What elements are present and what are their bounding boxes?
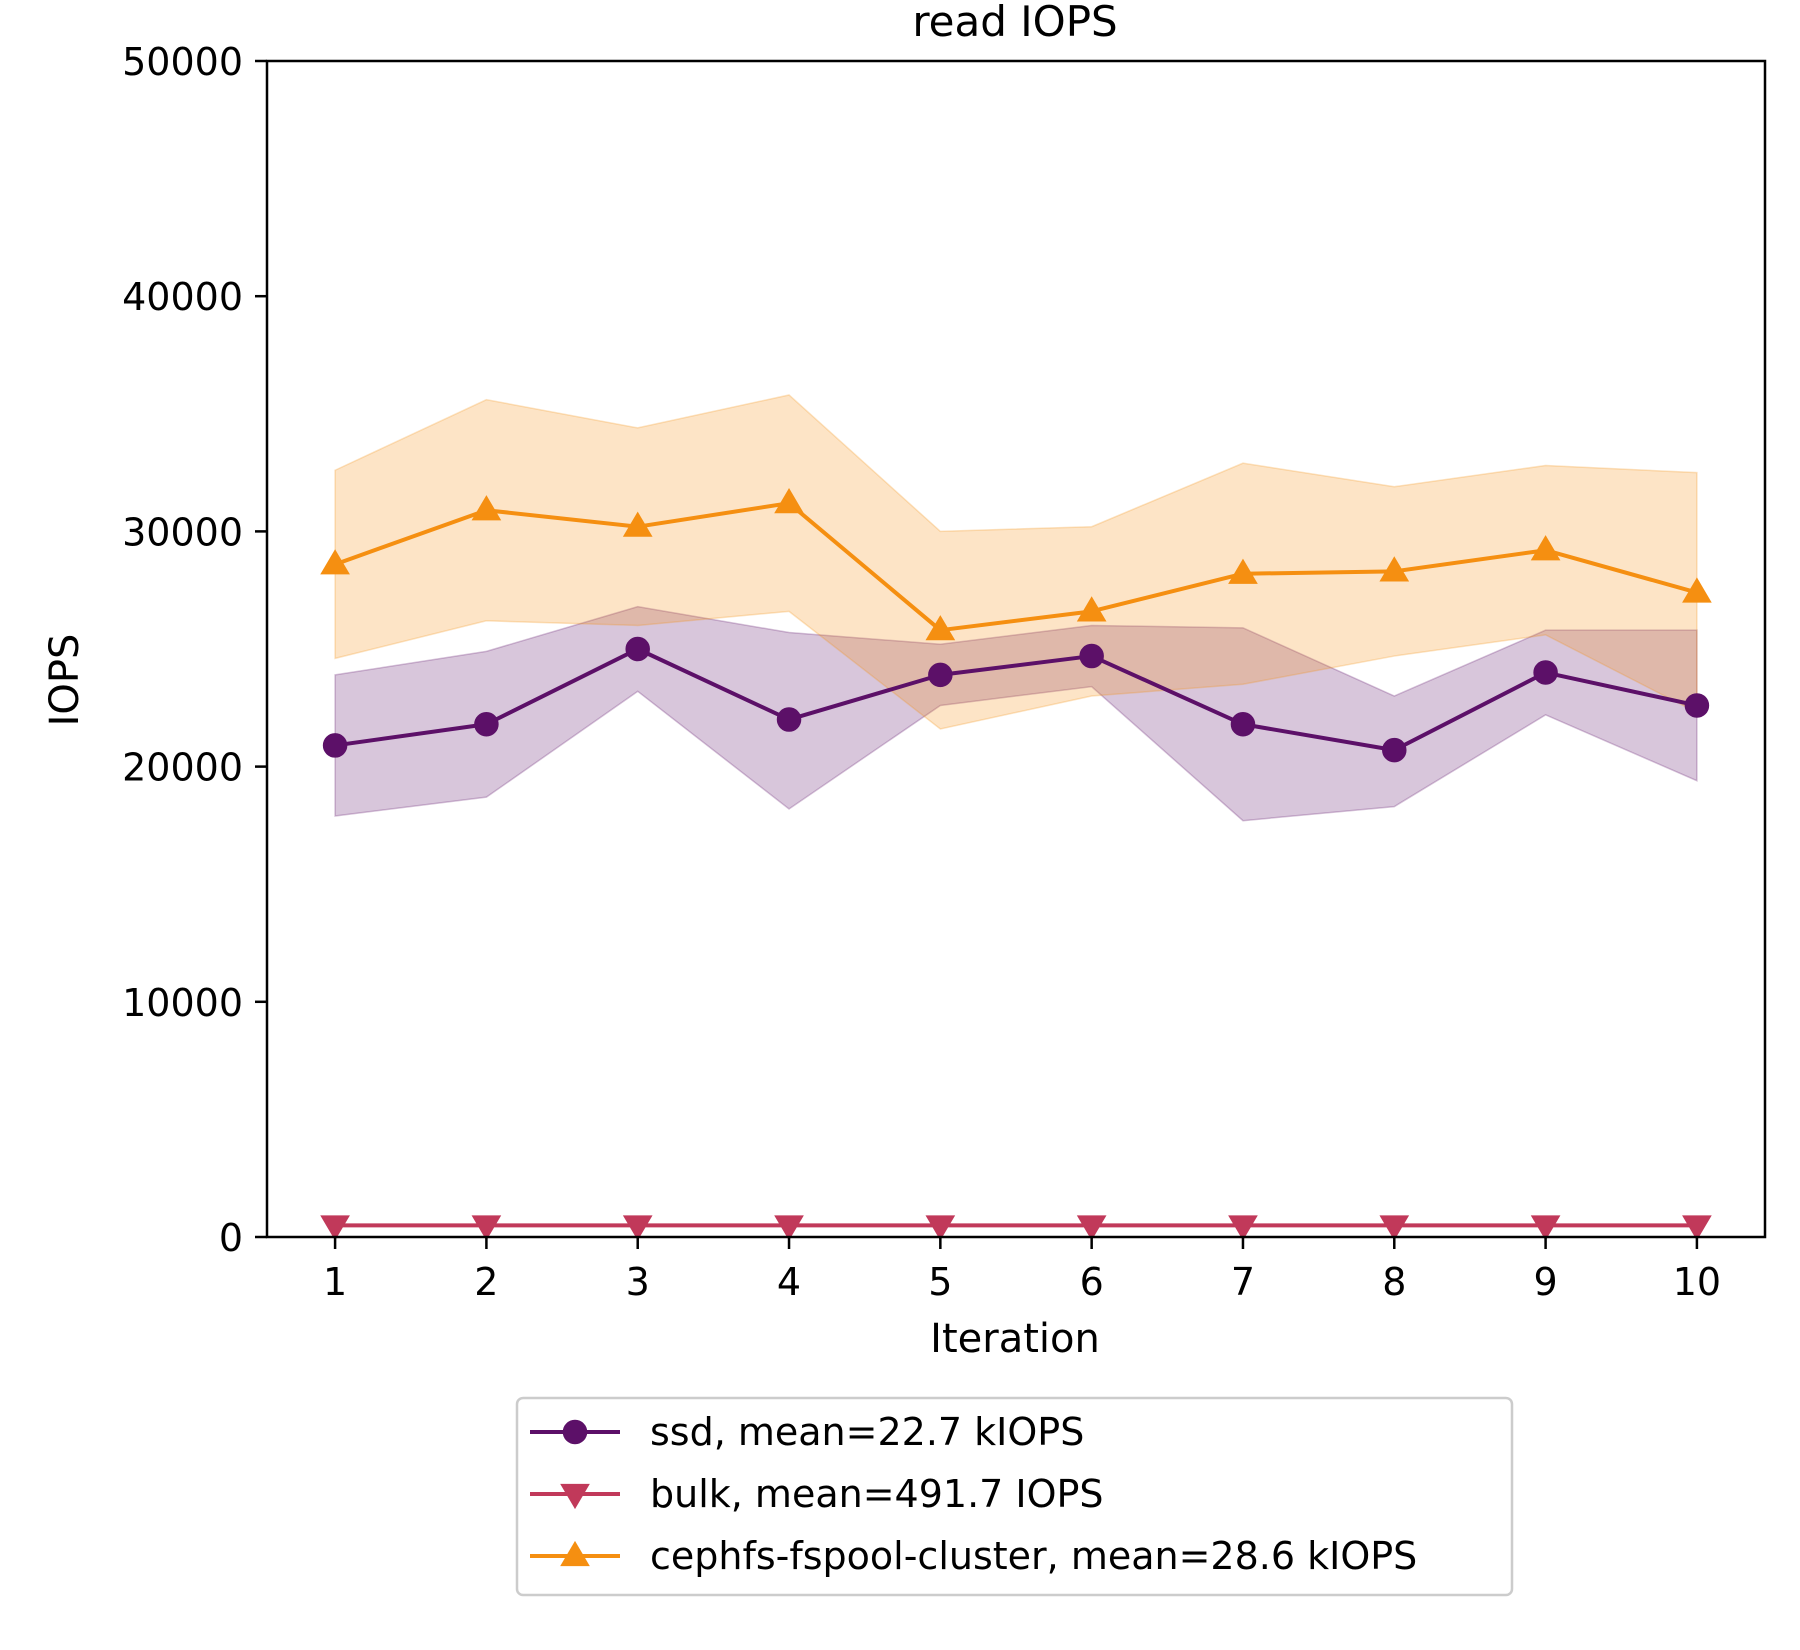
bulk-point [320, 1215, 350, 1241]
series-lines [334, 501, 1698, 1228]
x-tick-label: 2 [474, 1260, 498, 1304]
x-tick-label: 4 [777, 1260, 801, 1304]
plot-frame [265, 59, 1767, 1239]
bulk-point [1228, 1215, 1258, 1241]
x-tick-label: 10 [1673, 1260, 1721, 1304]
chart-title: read IOPS [912, 0, 1117, 46]
ssd-point [1382, 737, 1407, 763]
ssd-point [1684, 693, 1710, 718]
ssd-legend-marker [562, 1419, 588, 1445]
x-tick-label: 1 [323, 1260, 347, 1304]
cephfs-point [1530, 535, 1561, 561]
legend-box [515, 1396, 1514, 1597]
x-tick-label: 3 [626, 1260, 650, 1304]
x-tick-label: 8 [1382, 1260, 1406, 1304]
ssd-point [928, 662, 953, 688]
cephfs-point [320, 549, 350, 575]
cephfs-line [334, 501, 1698, 633]
ssd-point [474, 712, 499, 737]
ssd-point [322, 733, 348, 758]
confidence-bands [334, 394, 1698, 822]
y-tick-label: 50000 [122, 40, 243, 84]
y-tick-label: 30000 [122, 510, 243, 554]
bulk-point [925, 1215, 956, 1241]
y-tick-label: 10000 [122, 981, 243, 1025]
bulk-point [1682, 1215, 1712, 1241]
bulk-point [1076, 1215, 1107, 1241]
ssd-point [1230, 712, 1256, 737]
cephfs-point [622, 511, 653, 537]
x-tick-label: 6 [1080, 1260, 1104, 1304]
x-tick-label: 7 [1231, 1260, 1255, 1304]
ssd-line [334, 647, 1698, 753]
cephfs-legend-label: cephfs-fspool-cluster, mean=28.6 kIOPS [650, 1534, 1417, 1578]
bulk-point [774, 1215, 804, 1241]
cephfs-point [774, 488, 804, 514]
bulk-legend-marker [560, 1483, 590, 1510]
x-axis-title: Iteration [930, 1316, 1100, 1362]
y-axis-ticks: 0 10000 20000 30000 40000 50000 [122, 40, 267, 1260]
cephfs-point [1228, 558, 1258, 584]
ssd-point [1533, 660, 1558, 685]
legend: ssd, mean=22.7 kIOPS bulk, mean=491.7 IOP… [515, 1396, 1514, 1597]
cephfs-legend-marker [560, 1540, 590, 1567]
bulk-point [471, 1215, 502, 1241]
y-tick-label: 20000 [122, 746, 243, 790]
x-tick-label: 9 [1534, 1260, 1558, 1304]
cephfs-point [1682, 577, 1712, 603]
bulk-point [622, 1215, 653, 1241]
y-axis-title: IOPS [42, 634, 88, 727]
ssd-band [334, 605, 1698, 822]
ssd-legend-label: ssd, mean=22.7 kIOPS [650, 1410, 1084, 1454]
bulk-legend-label: bulk, mean=491.7 IOPS [650, 1472, 1104, 1516]
cephfs-point [925, 615, 956, 641]
bulk-point [1379, 1215, 1410, 1241]
series-markers [320, 488, 1712, 1241]
bulk-point [1530, 1215, 1561, 1241]
cephfs-point [1076, 596, 1107, 622]
ssd-point [1079, 643, 1104, 669]
x-tick-label: 5 [928, 1260, 952, 1304]
cephfs-point [1379, 556, 1410, 582]
ssd-point [776, 707, 802, 732]
y-tick-label: 40000 [122, 275, 243, 319]
x-axis-ticks: 1 2 3 4 5 6 7 8 9 10 [323, 1237, 1721, 1304]
ssd-point [625, 636, 650, 662]
y-tick-label: 0 [219, 1216, 243, 1260]
cephfs-point [471, 495, 502, 521]
